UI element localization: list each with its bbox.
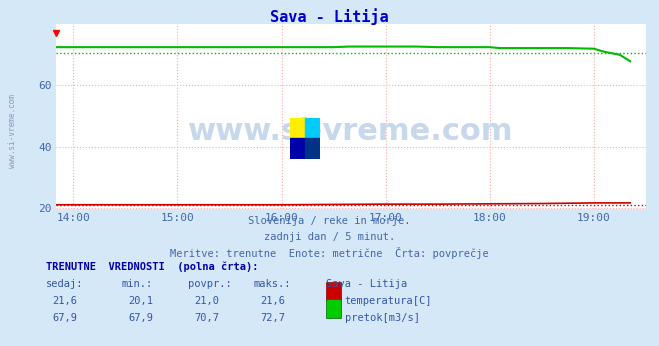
Text: www.si-vreme.com: www.si-vreme.com <box>8 94 17 169</box>
Text: Meritve: trenutne  Enote: metrične  Črta: povprečje: Meritve: trenutne Enote: metrične Črta: … <box>170 247 489 260</box>
Text: 20,1: 20,1 <box>129 296 154 306</box>
Text: 21,0: 21,0 <box>194 296 219 306</box>
Text: www.si-vreme.com: www.si-vreme.com <box>188 117 513 146</box>
Text: 70,7: 70,7 <box>194 313 219 323</box>
Text: TRENUTNE  VREDNOSTI  (polna črta):: TRENUTNE VREDNOSTI (polna črta): <box>46 261 258 272</box>
Text: sedaj:: sedaj: <box>46 279 84 289</box>
Bar <box>290 118 304 138</box>
Text: Sava - Litija: Sava - Litija <box>270 9 389 26</box>
Text: zadnji dan / 5 minut.: zadnji dan / 5 minut. <box>264 232 395 242</box>
Text: 67,9: 67,9 <box>53 313 78 323</box>
Bar <box>304 118 320 138</box>
Text: Sava - Litija: Sava - Litija <box>326 279 407 289</box>
Text: povpr.:: povpr.: <box>188 279 231 289</box>
Text: temperatura[C]: temperatura[C] <box>345 296 432 306</box>
Bar <box>290 138 304 159</box>
Text: min.:: min.: <box>122 279 153 289</box>
Text: 21,6: 21,6 <box>53 296 78 306</box>
Text: pretok[m3/s]: pretok[m3/s] <box>345 313 420 323</box>
Text: Slovenija / reke in morje.: Slovenija / reke in morje. <box>248 216 411 226</box>
Text: 21,6: 21,6 <box>260 296 285 306</box>
Text: maks.:: maks.: <box>254 279 291 289</box>
Bar <box>304 138 320 159</box>
Text: 67,9: 67,9 <box>129 313 154 323</box>
Text: 72,7: 72,7 <box>260 313 285 323</box>
